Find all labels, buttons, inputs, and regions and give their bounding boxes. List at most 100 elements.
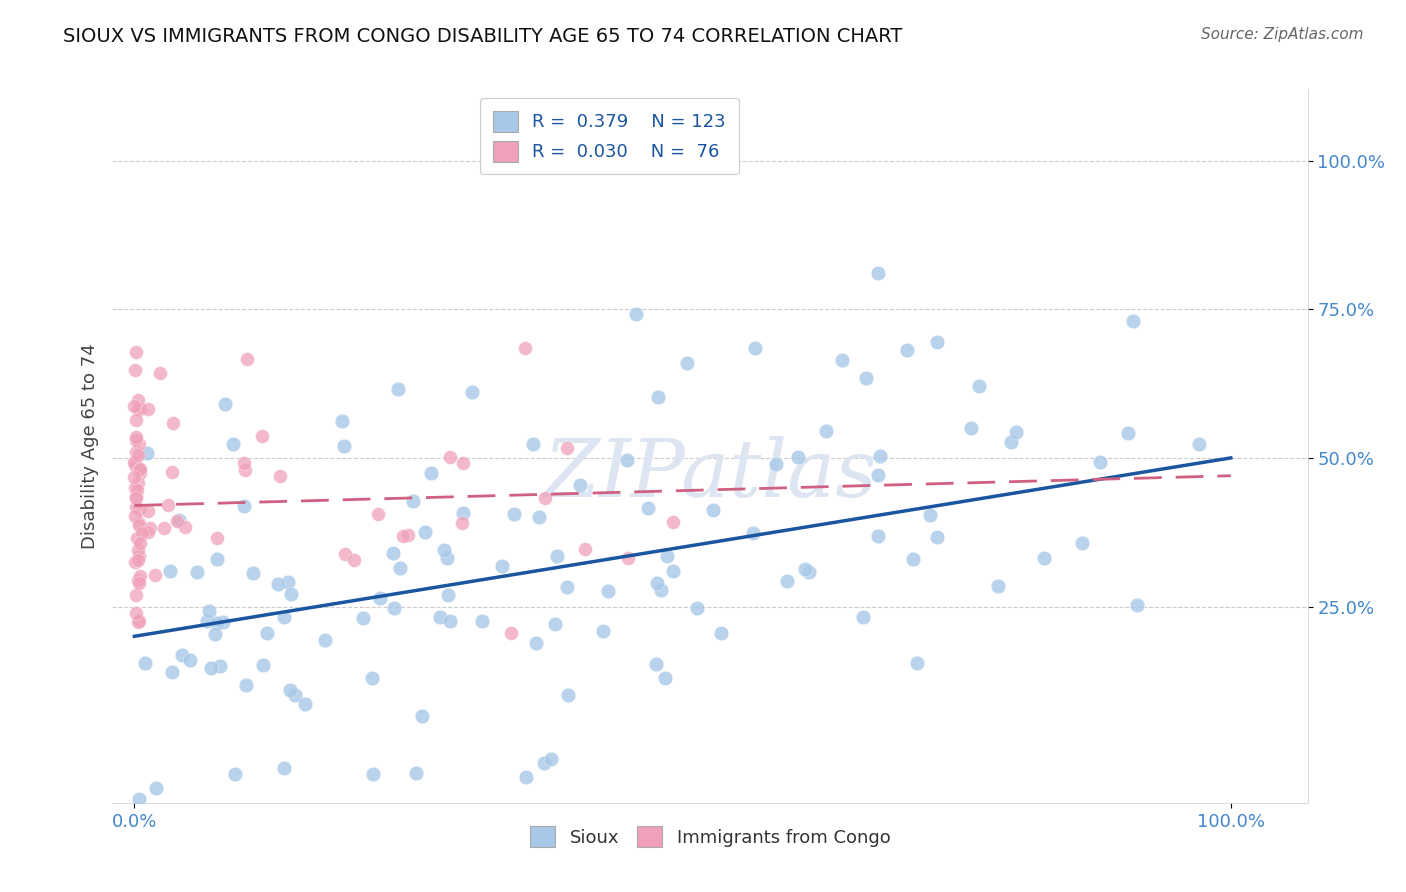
Point	[522, 437, 544, 451]
Point	[1033, 550, 1056, 565]
Point	[235, 678, 257, 692]
Point	[173, 520, 195, 534]
Point	[134, 656, 156, 670]
Point	[544, 617, 567, 632]
Point	[125, 444, 148, 458]
Point	[124, 482, 146, 496]
Point	[124, 508, 146, 523]
Point	[637, 501, 659, 516]
Point	[969, 378, 991, 392]
Point	[654, 671, 676, 685]
Point	[162, 416, 184, 430]
Point	[439, 615, 461, 629]
Point	[502, 507, 524, 521]
Point	[125, 489, 148, 503]
Point	[127, 573, 149, 587]
Point	[131, 525, 153, 540]
Point	[413, 524, 436, 539]
Point	[1122, 314, 1144, 328]
Point	[1000, 434, 1022, 449]
Point	[136, 446, 159, 460]
Point	[866, 529, 889, 543]
Point	[370, 591, 392, 605]
Point	[205, 531, 228, 545]
Point	[273, 760, 295, 774]
Point	[273, 610, 295, 624]
Point	[167, 513, 190, 527]
Point	[330, 414, 353, 428]
Point	[686, 601, 709, 615]
Point	[814, 424, 837, 438]
Point	[333, 547, 356, 561]
Point	[650, 583, 672, 598]
Point	[242, 566, 264, 581]
Point	[797, 566, 820, 580]
Point	[246, 854, 269, 868]
Point	[901, 551, 924, 566]
Point	[127, 392, 149, 407]
Point	[224, 766, 246, 780]
Point	[401, 494, 423, 508]
Point	[256, 626, 278, 640]
Point	[145, 780, 167, 795]
Point	[616, 551, 638, 566]
Point	[162, 665, 184, 679]
Point	[1088, 455, 1111, 469]
Point	[361, 671, 384, 685]
Point	[284, 688, 307, 702]
Point	[420, 466, 443, 480]
Point	[294, 697, 316, 711]
Point	[128, 518, 150, 533]
Point	[436, 551, 458, 566]
Point	[277, 574, 299, 589]
Point	[128, 568, 150, 582]
Point	[1188, 436, 1211, 450]
Point	[388, 560, 411, 574]
Point	[405, 766, 427, 780]
Point	[127, 402, 149, 417]
Point	[361, 767, 384, 781]
Point	[125, 589, 148, 603]
Point	[382, 546, 405, 560]
Point	[125, 345, 148, 359]
Point	[127, 615, 149, 630]
Point	[125, 460, 148, 475]
Point	[128, 516, 150, 530]
Point	[333, 439, 356, 453]
Point	[148, 366, 170, 380]
Text: SIOUX VS IMMIGRANTS FROM CONGO DISABILITY AGE 65 TO 74 CORRELATION CHART: SIOUX VS IMMIGRANTS FROM CONGO DISABILIT…	[63, 27, 903, 45]
Point	[252, 429, 274, 443]
Point	[136, 401, 159, 416]
Point	[905, 657, 928, 671]
Point	[568, 478, 591, 492]
Point	[170, 648, 193, 662]
Point	[655, 549, 678, 563]
Point	[776, 574, 799, 588]
Point	[557, 688, 579, 702]
Point	[125, 434, 148, 448]
Point	[128, 614, 150, 628]
Point	[233, 499, 256, 513]
Point	[501, 625, 523, 640]
Point	[124, 555, 146, 569]
Point	[439, 450, 461, 464]
Point	[179, 653, 201, 667]
Point	[540, 752, 562, 766]
Point	[515, 770, 537, 784]
Point	[128, 437, 150, 451]
Point	[644, 657, 666, 671]
Point	[209, 658, 232, 673]
Point	[124, 413, 146, 427]
Point	[491, 558, 513, 573]
Point	[197, 604, 219, 618]
Point	[1116, 425, 1139, 440]
Point	[205, 551, 228, 566]
Point	[343, 553, 366, 567]
Point	[127, 553, 149, 567]
Point	[233, 456, 256, 470]
Point	[453, 456, 475, 470]
Point	[831, 353, 853, 368]
Point	[786, 450, 808, 464]
Point	[852, 609, 875, 624]
Point	[596, 584, 619, 599]
